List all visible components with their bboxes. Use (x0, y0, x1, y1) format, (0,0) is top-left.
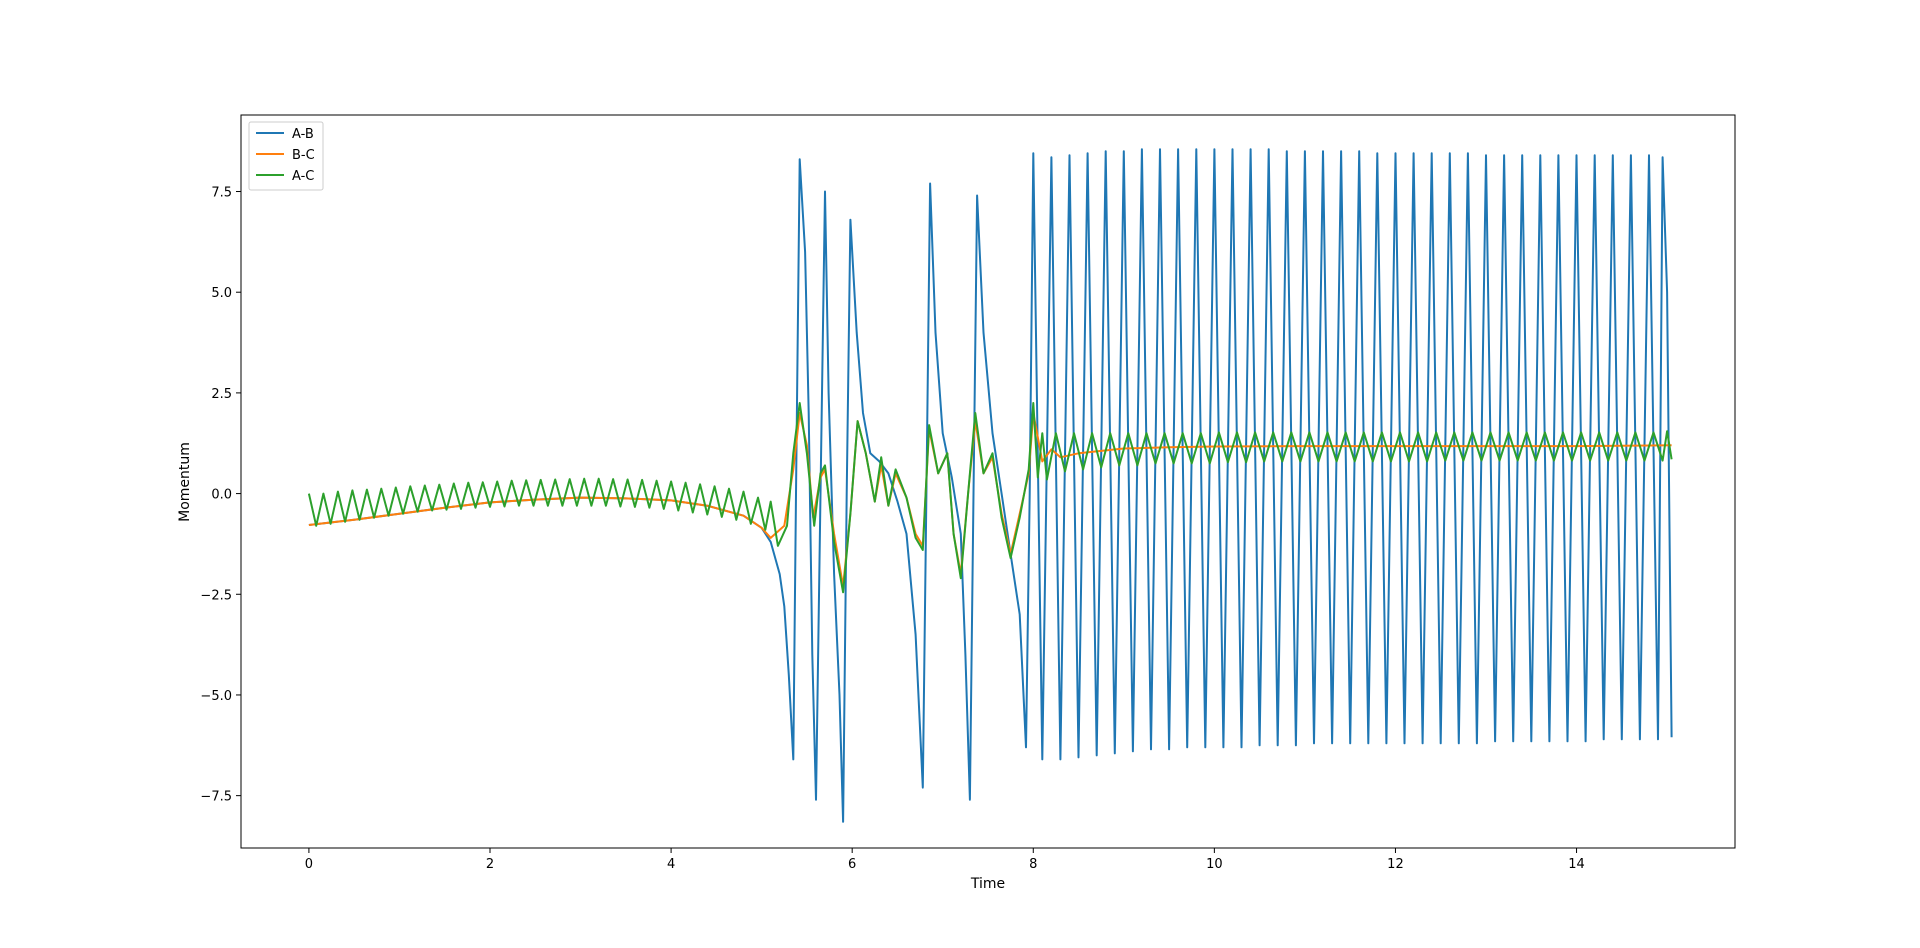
x-tick-label: 14 (1568, 857, 1585, 872)
legend-frame (248, 121, 324, 191)
y-tick-label: −5.0 (200, 689, 232, 704)
x-tick-label: 8 (1029, 857, 1037, 872)
x-axis-label: Time (970, 876, 1005, 892)
plot-frame (240, 114, 1736, 849)
y-axis-ticks: −7.5 −5.0 −2.5 0.0 2.5 5.0 7.5 (200, 186, 241, 805)
x-tick-label: 0 (305, 857, 313, 872)
legend-label-b-c: B-C (292, 148, 315, 163)
series-layer (307, 148, 1673, 823)
y-axis-label: Momentum (177, 442, 193, 522)
y-tick-label: −7.5 (200, 790, 232, 805)
y-tick-label: 7.5 (211, 186, 232, 201)
legend: A-B B-C A-C (248, 121, 324, 191)
x-tick-label: 12 (1387, 857, 1404, 872)
x-axis-ticks: 0 2 4 6 8 10 12 14 (305, 848, 1585, 872)
y-tick-label: 0.0 (211, 488, 232, 503)
x-tick-label: 6 (848, 857, 856, 872)
series-line-a-b (308, 148, 1673, 823)
series-line-a-c (307, 402, 1673, 594)
legend-label-a-c: A-C (292, 169, 314, 184)
y-tick-label: −2.5 (200, 588, 232, 603)
x-tick-label: 2 (486, 857, 494, 872)
x-tick-label: 10 (1206, 857, 1223, 872)
x-tick-label: 4 (667, 857, 675, 872)
legend-label-a-b: A-B (292, 127, 314, 142)
y-tick-label: 2.5 (211, 387, 232, 402)
y-tick-label: 5.0 (211, 286, 232, 301)
